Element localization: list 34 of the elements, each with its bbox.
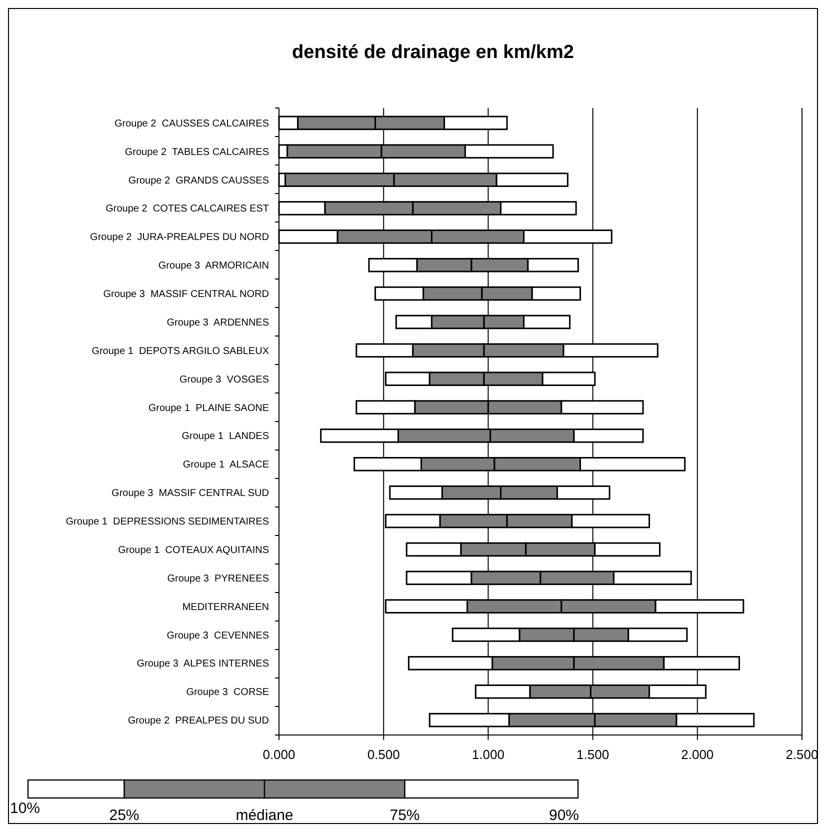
- y-tick-label: Groupe 2 PREALPES DU SUD: [128, 716, 269, 727]
- x-tick-label: 0.500: [367, 747, 400, 762]
- y-tick-label: Groupe 1 DEPOTS ARGILO SABLEUX: [92, 346, 270, 357]
- y-tick-label: Groupe 3 CEVENNES: [166, 630, 270, 642]
- y-tick-label: Groupe 2 GRANDS CAUSSES: [128, 175, 270, 186]
- x-tick-label: 1.500: [576, 747, 610, 762]
- y-tick-label: Groupe 3 CORSE: [186, 687, 270, 698]
- x-tick-label: 0.000: [262, 747, 296, 762]
- y-tick-label: Groupe 1 ALSACE: [182, 460, 270, 471]
- y-tick-label: Groupe 1 COTEAUX AQUITAINS: [118, 544, 270, 556]
- y-tick-label: Groupe 2 JURA-PREALPES DU NORD: [90, 232, 269, 244]
- y-tick-label: Groupe 1 PLAINE SAONE: [148, 402, 270, 414]
- text: médiane: [236, 807, 294, 824]
- text: 90%: [548, 807, 580, 824]
- y-tick-label: Groupe 3 VOSGES: [180, 374, 270, 386]
- y-tick-label: Groupe 3 ARDENNES: [166, 317, 270, 328]
- y-tick-label: Groupe 1 DEPRESSIONS SEDIMENTAIRES: [66, 516, 270, 528]
- y-tick-label: Groupe 3 ALPES INTERNES: [136, 658, 270, 670]
- y-tick-label: MEDITERRANEEN: [182, 602, 269, 613]
- y-tick-label: Groupe 2 CAUSSES CALCAIRES: [114, 118, 270, 130]
- y-tick-label: Groupe 2 TABLES CALCAIRES: [124, 146, 270, 158]
- y-tick-label: Groupe 3 MASSIF CENTRAL NORD: [103, 289, 269, 300]
- y-tick-label: Groupe 3 ARMORICAIN: [158, 260, 269, 272]
- y-tick-label: Groupe 2 COTES CALCAIRES EST: [106, 204, 269, 215]
- y-tick-label: Groupe 1 LANDES: [182, 431, 270, 442]
- y-tick-label: Groupe 3 MASSIF CENTRAL SUD: [112, 488, 269, 500]
- text: 10%: [10, 800, 40, 817]
- y-tick-label: Groupe 3 PYRENEES: [167, 573, 270, 584]
- text: 25%: [109, 807, 140, 824]
- x-tick-label: 2.000: [681, 747, 714, 762]
- x-tick-label: 1.000: [472, 747, 504, 762]
- chart-title: densité de drainage en km/km2: [292, 42, 574, 63]
- x-tick-label: 2.500: [786, 747, 818, 762]
- text: 75%: [390, 807, 420, 824]
